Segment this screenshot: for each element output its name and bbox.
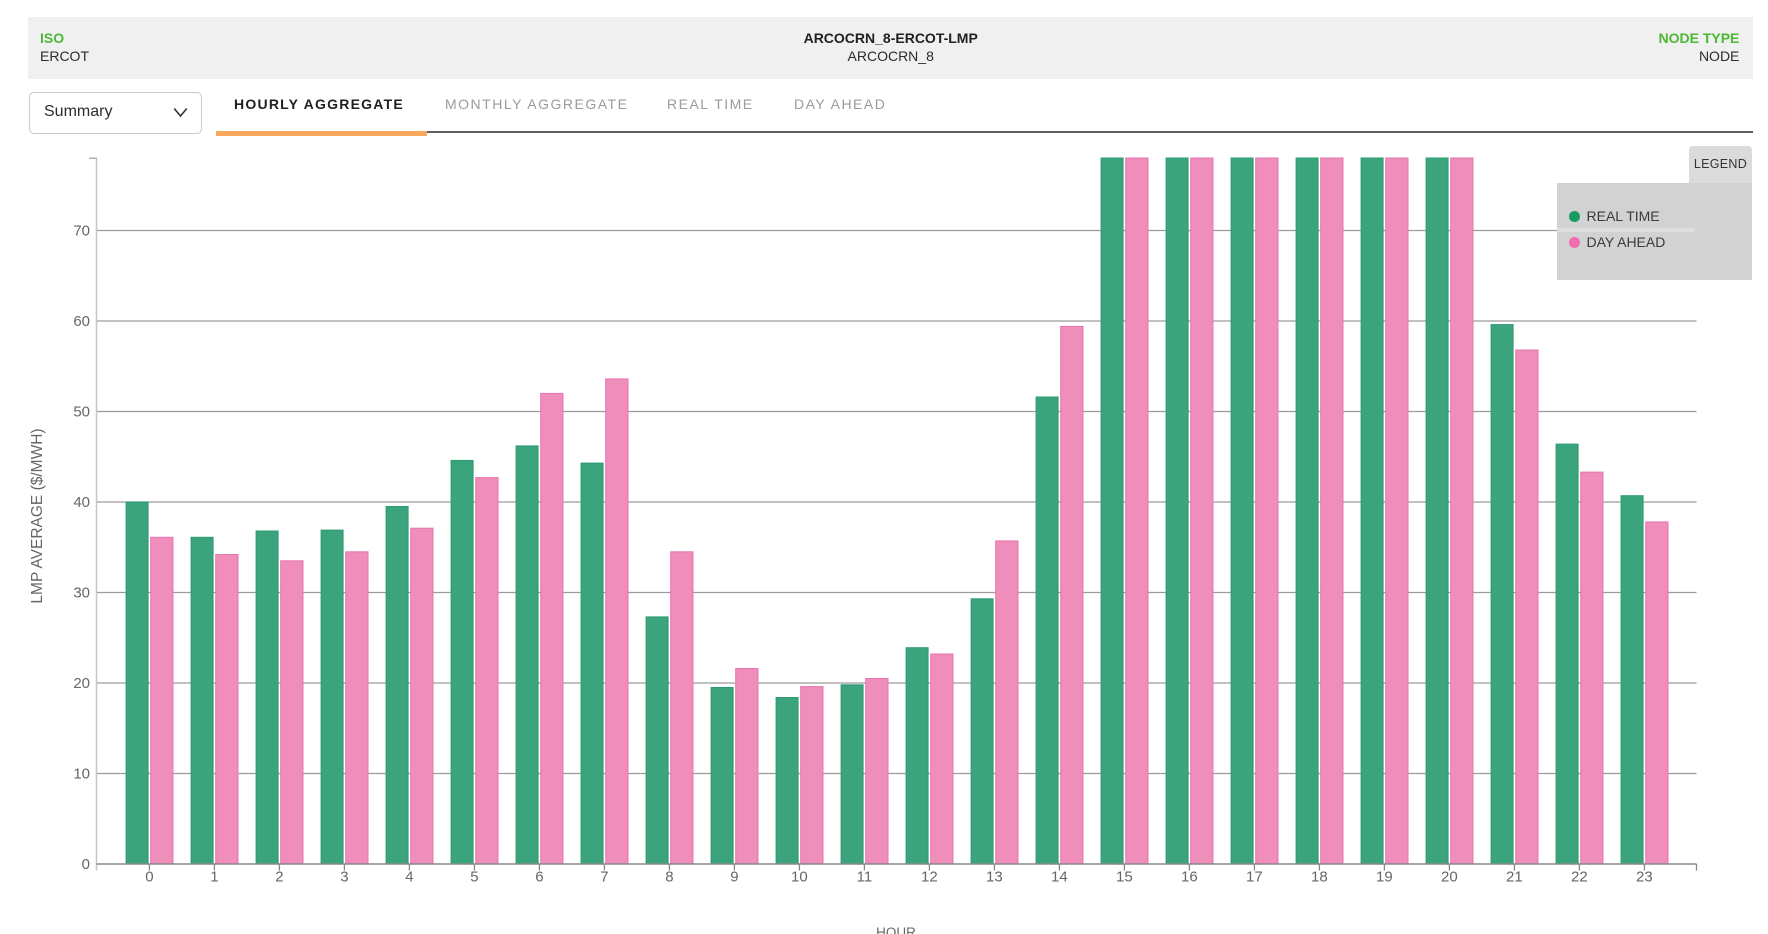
svg-text:5: 5 (470, 869, 478, 886)
svg-text:20: 20 (1441, 869, 1458, 886)
svg-text:70: 70 (73, 223, 90, 240)
svg-text:6: 6 (535, 869, 543, 886)
svg-text:1: 1 (210, 869, 218, 886)
svg-text:10: 10 (791, 869, 808, 886)
svg-text:19: 19 (1376, 869, 1393, 886)
svg-text:2: 2 (275, 869, 283, 886)
svg-text:13: 13 (986, 869, 1003, 886)
svg-text:LMP AVERAGE ($/MWH): LMP AVERAGE ($/MWH) (29, 428, 46, 603)
svg-text:14: 14 (1051, 869, 1068, 886)
svg-text:10: 10 (73, 766, 90, 783)
svg-text:HOUR: HOUR (876, 925, 916, 934)
svg-text:20: 20 (73, 675, 90, 692)
svg-text:60: 60 (73, 313, 90, 330)
svg-text:11: 11 (857, 869, 873, 886)
svg-text:30: 30 (73, 585, 90, 602)
svg-text:18: 18 (1311, 869, 1328, 886)
svg-text:4: 4 (405, 869, 413, 886)
svg-text:16: 16 (1181, 869, 1198, 886)
svg-text:15: 15 (1116, 869, 1133, 886)
svg-text:12: 12 (921, 869, 938, 886)
svg-text:0: 0 (82, 856, 90, 873)
svg-text:0: 0 (145, 869, 153, 886)
svg-text:7: 7 (600, 869, 608, 886)
svg-text:40: 40 (73, 494, 90, 511)
svg-text:3: 3 (340, 869, 348, 886)
svg-text:21: 21 (1506, 869, 1523, 886)
svg-text:23: 23 (1636, 869, 1653, 886)
svg-text:50: 50 (73, 404, 90, 421)
svg-text:9: 9 (730, 869, 738, 886)
svg-text:8: 8 (665, 869, 673, 886)
svg-text:22: 22 (1571, 869, 1588, 886)
svg-text:17: 17 (1246, 869, 1263, 886)
